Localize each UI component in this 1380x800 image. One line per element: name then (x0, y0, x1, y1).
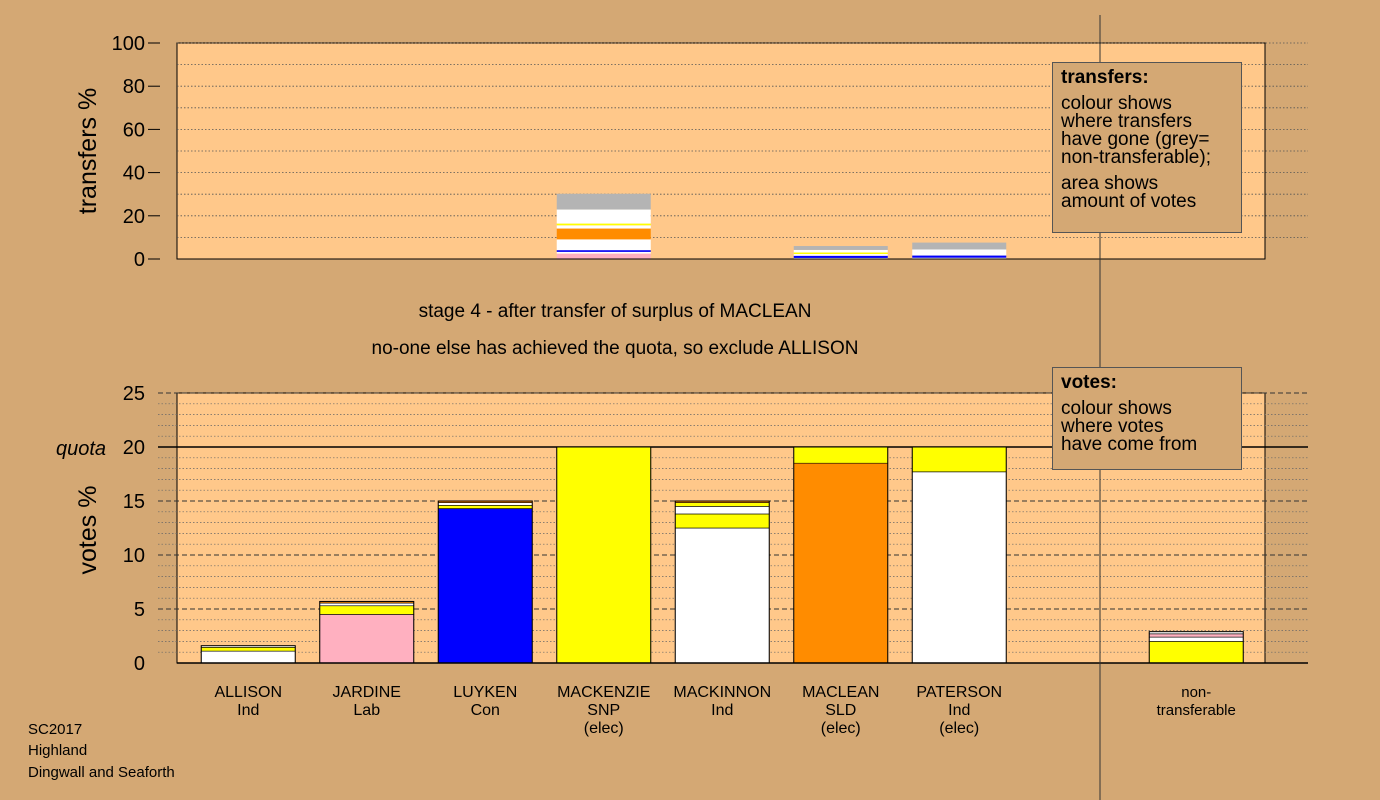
transfers-legend-line: have gone (grey= (1061, 129, 1210, 150)
transfer-segment (556, 250, 651, 252)
votes-legend-line: colour shows (1061, 398, 1172, 419)
votes-axis-label: votes % (74, 486, 102, 575)
vote-segment (556, 446, 652, 664)
candidate-party: Con (471, 702, 500, 719)
votes-tick-label: 15 (123, 491, 145, 513)
transfer-segment (912, 257, 1007, 259)
candidate-party: Ind (948, 702, 970, 719)
vote-segment (793, 446, 889, 464)
candidate-party: Ind (711, 702, 733, 719)
candidate-name: MACLEAN (802, 684, 879, 701)
candidate-party: SLD (825, 702, 856, 719)
vote-segment (911, 446, 1007, 473)
transfer-segment (793, 255, 888, 258)
quota-label: quota (56, 438, 106, 460)
transfers-tick-label: 60 (123, 119, 145, 141)
transfer-segment (793, 252, 888, 255)
votes-tick-label: 20 (123, 437, 145, 459)
transfer-segment (556, 223, 651, 226)
transfers-tick-label: 20 (123, 206, 145, 228)
vote-segment (437, 508, 533, 664)
transfer-segment (793, 249, 888, 253)
vote-segment (1148, 641, 1244, 664)
votes-tick-label: 10 (123, 545, 145, 567)
votes-legend-line: have come from (1061, 434, 1198, 455)
exclusion-caption: no-one else has achieved the quota, so e… (371, 338, 859, 359)
transfers-legend-title: transfers: (1061, 67, 1149, 88)
transfers-tick-label: 100 (112, 33, 145, 55)
transfer-segment (793, 254, 888, 256)
candidate-name: ALLISON (214, 684, 282, 701)
vote-segment (674, 527, 770, 664)
votes-tick-label: 5 (134, 599, 145, 621)
transfer-segment (556, 225, 651, 229)
candidate-name: JARDINE (333, 684, 401, 701)
transfers-axis-label: transfers % (74, 88, 102, 214)
transfer-segment (912, 242, 1007, 250)
vote-segment (319, 605, 415, 615)
vote-segment (1148, 633, 1244, 638)
candidate-party: transferable (1157, 702, 1236, 719)
vote-segment (200, 647, 296, 652)
vote-segment (911, 471, 1007, 664)
transfer-segment (556, 253, 651, 259)
ward-label: Dingwall and Seaforth (28, 764, 175, 781)
candidate-party: SNP (587, 702, 620, 719)
transfer-segment (556, 209, 651, 224)
vote-segment (1148, 636, 1244, 642)
transfer-segment (556, 251, 651, 254)
transfers-tick-label: 40 (123, 163, 145, 185)
elected-marker: (elec) (821, 720, 861, 737)
vote-segment (674, 513, 770, 529)
votes-tick-label: 25 (123, 383, 145, 405)
transfers-tick-label: 0 (134, 249, 145, 271)
vote-segment (674, 506, 770, 515)
vote-segment (437, 502, 533, 506)
stage-caption: stage 4 - after transfer of surplus of M… (418, 301, 812, 322)
elected-marker: (elec) (584, 720, 624, 737)
candidate-party: Lab (353, 702, 380, 719)
transfers-legend-line: where transfers (1061, 111, 1192, 132)
transfers-tick-label: 80 (123, 76, 145, 98)
candidate-party: Ind (237, 702, 259, 719)
candidate-name: non- (1181, 684, 1211, 701)
transfer-segment (556, 193, 651, 210)
candidate-name: PATERSON (916, 684, 1002, 701)
votes-legend-line: where votes (1061, 416, 1164, 437)
council-label: Highland (28, 742, 88, 759)
transfers-legend-line: non-transferable); (1061, 147, 1211, 168)
candidate-name: MACKENZIE (557, 684, 650, 701)
vote-segment (200, 650, 296, 664)
elected-marker: (elec) (939, 720, 979, 737)
transfer-segment (556, 239, 651, 251)
election-label: SC2017 (28, 721, 83, 738)
vote-segment (319, 614, 415, 664)
votes-legend: votes: colour shows where votes have com… (1052, 367, 1242, 470)
transfers-legend: transfers: colour shows where transfers … (1052, 62, 1242, 233)
transfers-legend-line: area shows (1061, 173, 1159, 194)
vote-segment (319, 602, 415, 607)
votes-tick-label: 0 (134, 653, 145, 675)
vote-segment (437, 505, 533, 509)
transfer-segment (793, 246, 888, 250)
transfer-segment (912, 249, 1007, 256)
candidate-name: MACKINNON (673, 684, 771, 701)
transfer-segment (912, 255, 1007, 258)
vote-segment (793, 462, 889, 664)
vote-segment (674, 502, 770, 507)
transfers-legend-line: colour shows (1061, 93, 1172, 114)
transfer-segment (556, 228, 651, 240)
candidate-name: LUYKEN (453, 684, 517, 701)
votes-legend-title: votes: (1061, 372, 1117, 393)
transfer-segment (793, 257, 888, 259)
transfers-legend-line: amount of votes (1061, 191, 1197, 212)
